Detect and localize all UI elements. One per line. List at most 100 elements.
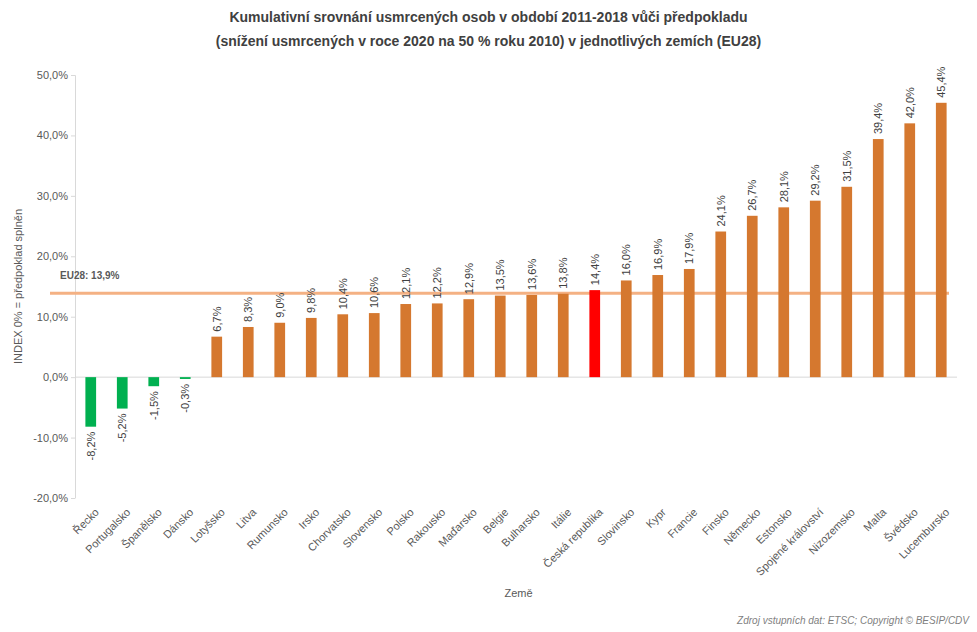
y-tick-label: 30,0% bbox=[37, 190, 68, 202]
data-label: 10,4% bbox=[337, 278, 349, 309]
data-label: 12,1% bbox=[400, 268, 412, 299]
bar bbox=[306, 318, 317, 377]
data-label: -1,5% bbox=[148, 391, 160, 420]
bar bbox=[936, 103, 947, 377]
x-tick: Slovensko bbox=[340, 498, 384, 550]
y-axis-line bbox=[71, 76, 76, 499]
chart: Kumulativní srovnání usmrcených osob v o… bbox=[0, 0, 977, 632]
bar bbox=[400, 304, 411, 377]
data-label: 17,9% bbox=[683, 233, 695, 264]
data-label: 29,2% bbox=[809, 164, 821, 195]
bar bbox=[369, 313, 380, 377]
x-tick: Maďarsko bbox=[436, 498, 479, 549]
y-tick-label: 20,0% bbox=[37, 250, 68, 262]
x-tick: Nizozemsko bbox=[806, 498, 857, 557]
y-tick-mark bbox=[71, 256, 75, 257]
bar bbox=[180, 377, 191, 379]
bar bbox=[904, 123, 915, 377]
x-tick-label: Maďarsko bbox=[436, 506, 479, 549]
x-tick-label: Irsko bbox=[296, 506, 321, 531]
y-tick: 0,0% bbox=[43, 371, 75, 383]
x-tick: Spojené království bbox=[753, 498, 825, 578]
x-tick-label: Řecko bbox=[70, 506, 101, 537]
x-tick: Slovinsko bbox=[595, 498, 637, 548]
data-label: 26,7% bbox=[746, 179, 758, 210]
x-tick: Polsko bbox=[384, 498, 416, 538]
x-tick-label: Kypr bbox=[644, 506, 669, 531]
x-tick-label: Španělsko bbox=[119, 506, 164, 551]
y-tick-mark bbox=[71, 75, 75, 76]
data-label: 14,4% bbox=[589, 254, 601, 285]
x-axis: ŘeckoPortugalskoŠpanělskoDánskoLotyšskoL… bbox=[70, 498, 957, 578]
y-tick: 50,0% bbox=[37, 69, 75, 81]
bar bbox=[432, 303, 443, 377]
subtitle: (snížení usmrcených v roce 2020 na 50 % … bbox=[216, 33, 761, 49]
data-label: 39,4% bbox=[872, 103, 884, 134]
bar bbox=[243, 327, 254, 377]
data-label: 24,1% bbox=[715, 195, 727, 226]
data-label: 8,3% bbox=[242, 297, 254, 322]
data-label: -0,3% bbox=[179, 384, 191, 413]
bar bbox=[621, 280, 632, 377]
bar bbox=[463, 299, 474, 377]
y-axis-title: INDEX 0% = předpoklad splněn bbox=[12, 209, 24, 364]
data-label: 16,9% bbox=[652, 239, 664, 270]
x-tick-label: Lucembursko bbox=[896, 506, 951, 561]
source: Zdroj vstupních dat: ETSC; Copyright © B… bbox=[736, 615, 970, 626]
bar bbox=[684, 269, 695, 377]
bar bbox=[747, 216, 758, 377]
bar bbox=[873, 139, 884, 377]
x-tick: Finsko bbox=[700, 498, 731, 537]
x-tick: Kypr bbox=[644, 498, 669, 530]
bar bbox=[526, 295, 537, 377]
x-tick: Francie bbox=[665, 498, 699, 540]
x-tick: Španělsko bbox=[119, 498, 164, 551]
zero-line bbox=[75, 377, 957, 378]
data-label: 12,2% bbox=[431, 267, 443, 298]
title: Kumulativní srovnání usmrcených osob v o… bbox=[229, 9, 747, 25]
x-tick: Řecko bbox=[70, 498, 101, 536]
data-label: -8,2% bbox=[85, 431, 97, 460]
data-labels: -8,2%-5,2%-1,5%-0,3%6,7%8,3%9,0%9,8%10,4… bbox=[85, 66, 948, 460]
x-tick: Itálie bbox=[549, 498, 574, 531]
data-label: 31,5% bbox=[841, 150, 853, 181]
x-axis-line bbox=[76, 498, 958, 499]
x-tick: Lotyšsko bbox=[188, 498, 227, 545]
bar bbox=[778, 207, 789, 377]
y-tick-label: -10,0% bbox=[33, 432, 68, 444]
x-tick-label: Slovensko bbox=[340, 506, 384, 550]
bar bbox=[715, 232, 726, 378]
data-label: 13,8% bbox=[557, 257, 569, 288]
y-tick-label: -20,0% bbox=[33, 492, 68, 504]
y-tick: 20,0% bbox=[37, 250, 75, 262]
x-tick-label: Bulharsko bbox=[499, 506, 542, 549]
data-label: 16,0% bbox=[620, 244, 632, 275]
x-tick-label: Itálie bbox=[549, 506, 574, 531]
x-tick-label: Litva bbox=[234, 505, 260, 531]
y-tick-label: 40,0% bbox=[37, 129, 68, 141]
y-tick-mark bbox=[71, 317, 75, 318]
x-tick-label: Nizozemsko bbox=[806, 506, 857, 557]
x-tick-label: Malta bbox=[861, 505, 889, 533]
bar bbox=[495, 296, 506, 378]
x-tick: Irsko bbox=[296, 498, 321, 531]
x-tick: Česká republika bbox=[541, 498, 606, 570]
data-label: 13,5% bbox=[494, 259, 506, 290]
data-label: 42,0% bbox=[904, 87, 916, 118]
data-label: 12,9% bbox=[463, 263, 475, 294]
y-tick-label: 10,0% bbox=[37, 311, 68, 323]
y-tick-label: 50,0% bbox=[37, 69, 68, 81]
y-tick-mark bbox=[71, 196, 75, 197]
y-tick-mark bbox=[71, 498, 75, 499]
x-tick-label: Lotyšsko bbox=[188, 506, 227, 545]
data-label: 45,4% bbox=[935, 66, 947, 97]
data-label: 13,6% bbox=[526, 259, 538, 290]
y-tick-mark bbox=[71, 135, 75, 136]
bar bbox=[117, 377, 128, 408]
bar bbox=[841, 187, 852, 377]
x-tick: Litva bbox=[234, 498, 260, 531]
x-tick-label: Rumunsko bbox=[244, 506, 290, 552]
bar bbox=[211, 337, 222, 377]
plot: -20,0% -10,0% 0,0% 10,0% 20,0% 30,0% 40,0% 50,0… bbox=[33, 66, 957, 577]
x-tick: Lucembursko bbox=[896, 498, 951, 561]
